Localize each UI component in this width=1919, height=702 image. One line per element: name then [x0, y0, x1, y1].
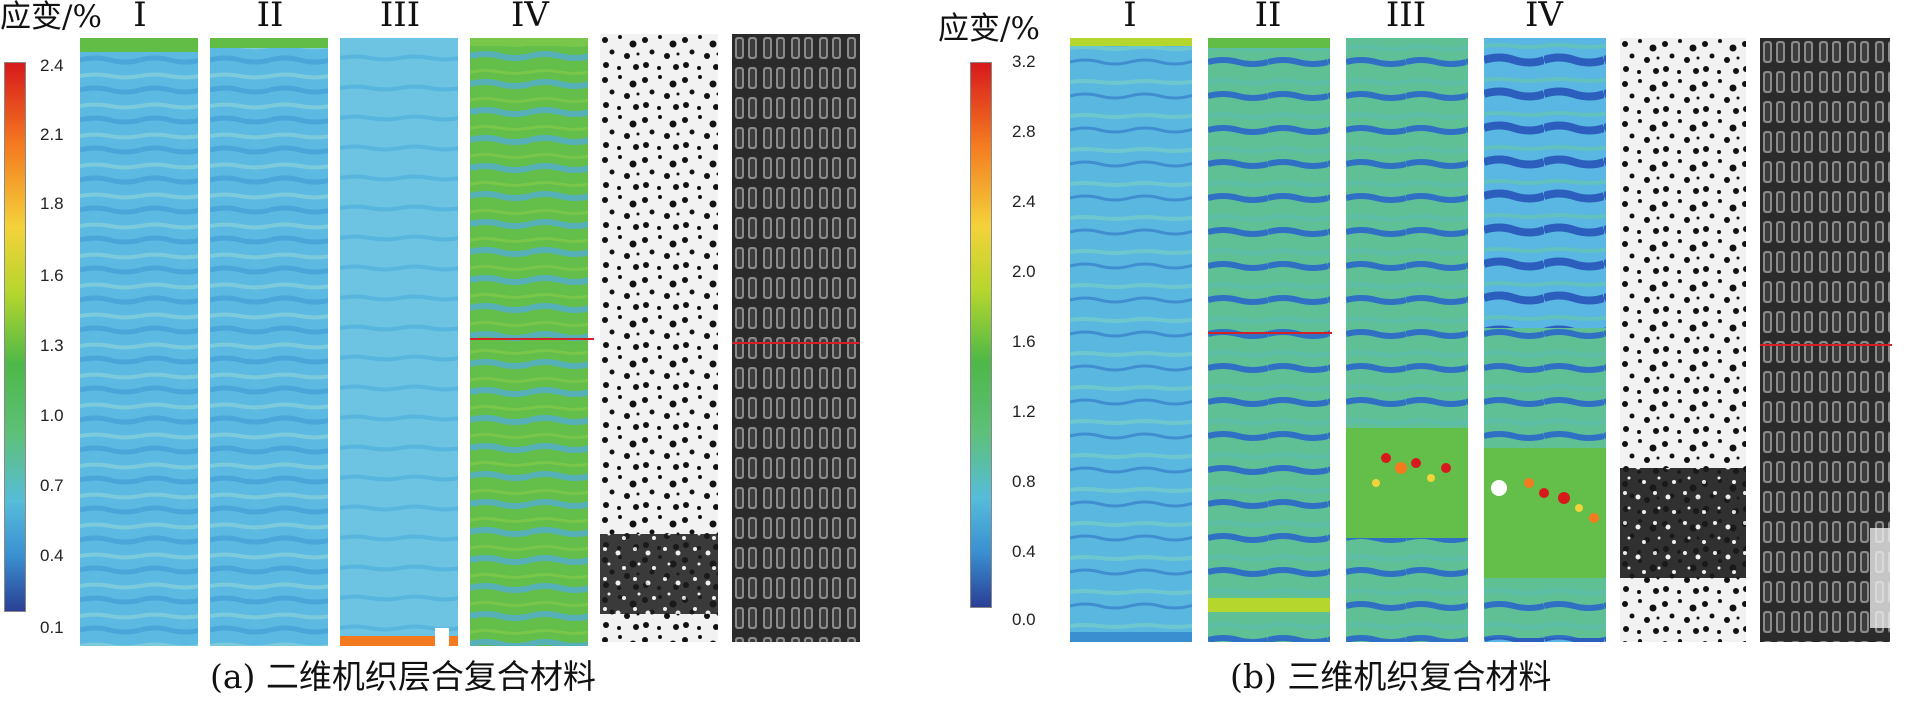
- panel-b-tick-7: 0.4: [1012, 542, 1036, 561]
- panel-b-tick-8: 0.0: [1012, 610, 1036, 629]
- panel-a-strain-map-stage-4: [470, 38, 588, 646]
- panel-a-stage-1-label: I: [133, 0, 147, 35]
- panel-b-strain-map-stage-1: [1070, 38, 1192, 642]
- panel-b-unit-label: 应变/%: [938, 11, 1040, 47]
- panel-b-strain-map-stage-3: [1346, 38, 1468, 642]
- panel-a-strain-map-stage-1: [80, 38, 198, 646]
- panel-a-stage-3-label: III: [379, 0, 421, 35]
- panel-a-tick-2: 1.8: [40, 194, 64, 213]
- panel-a-fracture-line-stage-4: [470, 338, 594, 340]
- panel-b: 应变/% 3.2 2.8 2.4 2.0 1.6 1.2 0.8 0.4 0.0…: [930, 0, 1919, 702]
- panel-b-tick-4: 1.6: [1012, 332, 1036, 351]
- panel-b-stage-1-label: I: [1123, 0, 1137, 35]
- panel-a-stage-4-label: IV: [511, 0, 549, 35]
- panel-b-tick-1: 2.8: [1012, 122, 1036, 141]
- panel-a-tick-3: 1.6: [40, 266, 64, 285]
- panel-b-colorbar: [970, 62, 992, 608]
- panel-a-tick-5: 1.0: [40, 406, 64, 425]
- panel-a-tick-6: 0.7: [40, 476, 64, 495]
- panel-b-tick-6: 0.8: [1012, 472, 1036, 491]
- panel-b-strain-map-stage-2: [1208, 38, 1330, 642]
- panel-b-strain-map-stage-4: [1484, 38, 1606, 642]
- panel-b-caption: (b) 三维机织复合材料: [1230, 657, 1552, 696]
- panel-a-tick-4: 1.3: [40, 336, 64, 355]
- panel-a-fracture-line-weave: [732, 342, 860, 344]
- panel-b-fracture-line-weave: [1760, 344, 1892, 346]
- panel-a-colorbar: [4, 62, 26, 612]
- panel-b-tick-2: 2.4: [1012, 192, 1036, 211]
- panel-a-tick-1: 2.1: [40, 125, 64, 144]
- panel-b-stage-3-label: III: [1385, 0, 1427, 35]
- panel-a-weave-image: [732, 34, 860, 642]
- panel-a-tick-7: 0.4: [40, 546, 64, 565]
- panel-a-strain-map-stage-2: [210, 38, 328, 646]
- panel-a-strain-map-stage-3: [340, 38, 458, 646]
- panel-a-unit-label: 应变/%: [0, 0, 102, 35]
- panel-b-tick-3: 2.0: [1012, 262, 1036, 281]
- panel-a-stage-2-label: II: [256, 0, 284, 35]
- panel-b-speckle-image: [1620, 38, 1746, 642]
- panel-b-tick-5: 1.2: [1012, 402, 1036, 421]
- panel-a: 应变/% 2.4 2.1 1.8 1.6 1.3 1.0 0.7 0.4 0.1…: [0, 0, 900, 702]
- panel-a-tick-8: 0.1: [40, 618, 64, 637]
- panel-a-tick-0: 2.4: [40, 56, 64, 75]
- panel-b-stage-2-label: II: [1254, 0, 1282, 35]
- panel-b-tick-0: 3.2: [1012, 52, 1036, 71]
- panel-b-weave-image: [1760, 38, 1890, 642]
- panel-b-fracture-line-stage-2: [1208, 332, 1332, 334]
- panel-a-speckle-image: [600, 34, 718, 642]
- panel-b-stage-4-label: IV: [1525, 0, 1563, 35]
- panel-a-caption: (a) 二维机织层合复合材料: [210, 657, 596, 696]
